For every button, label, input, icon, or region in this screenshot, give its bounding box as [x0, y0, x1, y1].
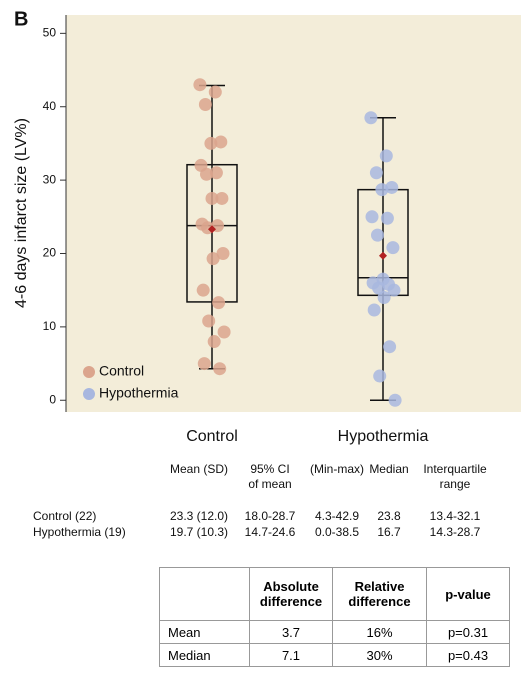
stats-cell: 13.4-32.1: [430, 509, 481, 523]
plot-area: [66, 15, 521, 412]
data-point: [216, 246, 230, 260]
data-point: [193, 78, 207, 92]
data-point: [383, 340, 397, 354]
data-point: [364, 111, 378, 125]
stats-header: range: [440, 477, 471, 491]
legend-label: Hypothermia: [99, 385, 179, 401]
data-point: [217, 325, 231, 339]
data-point: [372, 281, 386, 295]
table-cell: 3.7: [249, 620, 333, 644]
x-category-label: Hypothermia: [338, 428, 429, 445]
mean-marker: [208, 225, 216, 234]
table-cell: Mean: [159, 620, 250, 644]
table-cell: 16%: [332, 620, 427, 644]
data-point: [371, 228, 384, 242]
table-row: Median 7.1 30% p=0.43: [159, 643, 510, 667]
stats-cell: 0.0-38.5: [315, 525, 359, 539]
data-point: [208, 85, 222, 99]
stats-cell: 23.3 (12.0): [170, 509, 228, 523]
data-point: [212, 296, 226, 310]
chart: B 4-6 days infarct size (LV%) 0 10 20 30 40 5…: [13, 8, 521, 539]
data-point: [377, 291, 391, 305]
data-point: [380, 211, 394, 225]
table-header: Absolute difference: [249, 567, 333, 621]
data-point: [375, 183, 389, 197]
legend-marker: [83, 366, 95, 378]
stats-header: Mean (SD): [170, 462, 228, 476]
stats-cell: 14.3-28.7: [430, 525, 481, 539]
difference-table: Absolute difference Relative difference p-…: [159, 567, 510, 667]
data-point: [204, 136, 218, 150]
legend-marker: [83, 388, 95, 400]
table-cell: Median: [159, 643, 250, 667]
stats-header: Median: [369, 462, 408, 476]
mean-marker: [379, 251, 387, 260]
stats-cell: 18.0-28.7: [245, 509, 296, 523]
data-point: [207, 335, 221, 349]
data-point: [205, 191, 219, 205]
data-point: [386, 241, 400, 255]
data-point: [387, 283, 401, 297]
data-point: [197, 357, 211, 371]
panel-label: B: [14, 8, 28, 30]
table-cell: p=0.43: [426, 643, 510, 667]
data-point: [200, 167, 213, 181]
data-point: [388, 393, 402, 407]
y-tick-label: 10: [43, 319, 57, 333]
data-point: [196, 283, 210, 297]
stats-header: Interquartile: [423, 462, 487, 476]
table-row: Mean 3.7 16% p=0.31: [159, 620, 510, 644]
y-axis-label: 4-6 days infarct size (LV%): [13, 118, 30, 308]
box: [186, 163, 238, 303]
data-point: [215, 191, 229, 205]
stats-cell: 19.7 (10.3): [170, 525, 228, 539]
table-header: [159, 567, 250, 621]
stats-cell: 14.7-24.6: [245, 525, 296, 539]
data-point: [213, 362, 227, 376]
data-point: [198, 98, 212, 112]
table-header: p-value: [426, 567, 510, 621]
data-point: [379, 149, 393, 163]
y-tick-label: 40: [43, 99, 57, 113]
stats-row-label: Hypothermia (19): [33, 525, 126, 539]
stats-header: 95% CI: [250, 462, 289, 476]
data-point: [202, 314, 216, 328]
data-point: [206, 252, 220, 266]
table-cell: 7.1: [249, 643, 333, 667]
table-header: Relative difference: [332, 567, 427, 621]
data-point: [367, 303, 381, 317]
stats-row-label: Control (22): [33, 509, 96, 523]
data-point: [365, 210, 379, 224]
data-point: [209, 166, 223, 180]
table-cell: p=0.31: [426, 620, 510, 644]
legend-label: Control: [99, 363, 144, 379]
y-tick-label: 30: [43, 172, 57, 186]
x-category-label: Control: [186, 428, 238, 445]
stats-cell: 23.8: [377, 509, 401, 523]
table-row: Absolute difference Relative difference p-…: [159, 567, 510, 621]
stats-cell: 16.7: [377, 525, 401, 539]
y-tick-label: 50: [43, 26, 57, 40]
y-tick-label: 20: [43, 246, 57, 260]
stats-header: (Min-max): [310, 462, 364, 476]
stats-cell: 4.3-42.9: [315, 509, 359, 523]
stats-header: of mean: [248, 477, 291, 491]
data-point: [369, 166, 383, 180]
y-tick-label: 0: [49, 392, 56, 406]
data-point: [385, 180, 399, 194]
data-point: [373, 369, 387, 383]
data-point: [214, 135, 228, 149]
table-cell: 30%: [332, 643, 427, 667]
